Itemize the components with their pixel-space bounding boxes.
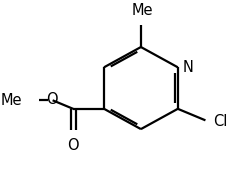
Text: Me: Me [0,93,22,108]
Text: O: O [67,138,79,153]
Text: O: O [46,92,57,107]
Text: Cl: Cl [213,114,227,129]
Text: N: N [183,60,194,75]
Text: Me: Me [131,4,153,18]
